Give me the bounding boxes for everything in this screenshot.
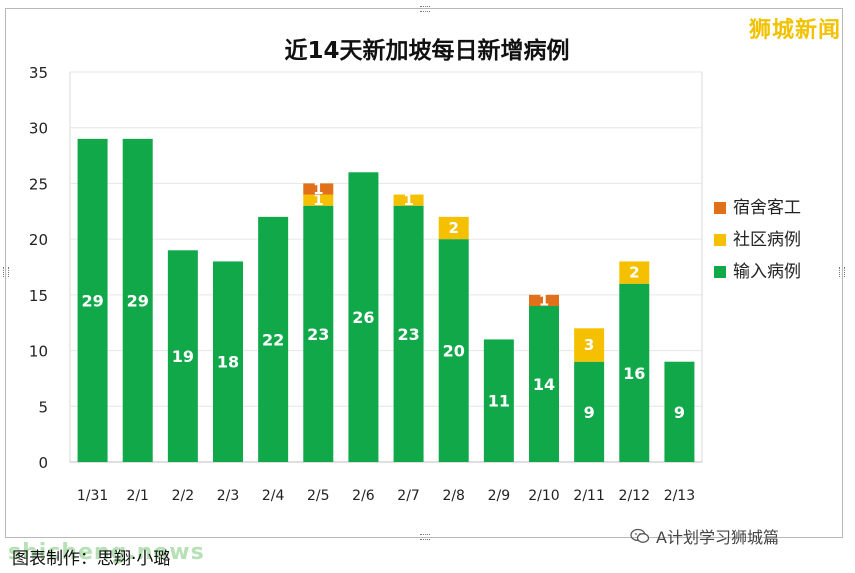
axes: 0 5 10 15 20 25 30 35 1/31 2/1 2/2 2/3 2/4 2/5 2/6 2/7 2…	[29, 64, 702, 504]
y-tick-label: 10	[29, 343, 48, 361]
y-tick-label: 15	[29, 287, 48, 305]
bar-segment	[213, 261, 243, 462]
data-label: 2	[448, 219, 458, 237]
data-label: 1	[313, 191, 323, 209]
data-label: 3	[584, 336, 594, 354]
data-label: 29	[127, 291, 149, 310]
y-tick-label: 20	[29, 231, 48, 249]
data-label: 18	[217, 353, 239, 372]
legend-label: 宿舍客工	[733, 198, 801, 218]
legend-swatch	[714, 202, 726, 214]
wechat-icon	[630, 528, 650, 544]
x-tick-label: 2/4	[262, 488, 285, 504]
site-watermark: shicheng.news	[8, 540, 205, 565]
x-tick-label: 2/2	[172, 488, 195, 504]
bar-segment	[483, 339, 514, 462]
x-tick-label: 2/1	[126, 488, 149, 504]
bar-segment	[393, 205, 424, 462]
y-tick-label: 30	[29, 120, 48, 138]
x-tick-label: 2/3	[217, 488, 240, 504]
x-tick-label: 2/8	[442, 488, 465, 504]
data-label: 9	[674, 403, 685, 422]
x-tick-label: 2/11	[573, 488, 604, 504]
bar-segment	[438, 239, 469, 462]
x-tick-label: 2/10	[528, 488, 559, 504]
data-label: 2	[629, 264, 639, 282]
y-tick-label: 25	[29, 175, 48, 193]
bar-segment	[77, 138, 108, 462]
bar-segment	[393, 194, 424, 206]
data-label: 1	[403, 191, 413, 209]
brand-watermark: 狮城新闻	[748, 18, 841, 43]
resize-handle-bottom[interactable]	[420, 534, 430, 540]
legend-swatch	[714, 266, 726, 278]
wechat-account-label: A计划学习狮城篇	[656, 528, 779, 547]
x-tick-label: 2/5	[307, 488, 330, 504]
bar-segment	[167, 250, 198, 462]
bar-segment	[619, 261, 650, 284]
data-label: 9	[584, 403, 595, 422]
data-label: 19	[172, 347, 194, 366]
resize-handle-left[interactable]	[3, 267, 9, 277]
x-tick-label: 2/6	[352, 488, 375, 504]
data-label: 1	[313, 180, 323, 198]
bar-segment	[574, 328, 605, 362]
bar-segment	[303, 194, 334, 206]
bar-segment	[122, 138, 153, 462]
resize-handle-top[interactable]	[420, 6, 430, 12]
bar-segment	[303, 183, 334, 195]
bar-segment	[258, 216, 289, 462]
legend-label: 社区病例	[733, 230, 801, 250]
x-tick-label: 1/31	[77, 488, 108, 504]
data-label: 1	[539, 291, 549, 309]
chart-title: 近14天新加坡每日新增病例	[284, 37, 569, 64]
bar-segment	[619, 283, 650, 462]
x-tick-label: 2/12	[619, 488, 650, 504]
bar-segment	[348, 172, 379, 463]
plot-area	[69, 71, 703, 463]
bar-segment	[303, 205, 334, 462]
data-label: 14	[533, 375, 555, 394]
x-tick-label: 2/7	[397, 488, 420, 504]
data-label: 23	[307, 325, 329, 344]
gridlines	[69, 71, 703, 463]
legend-swatch	[714, 234, 726, 246]
bar-segment	[574, 361, 605, 462]
bar-segment	[664, 361, 695, 462]
y-tick-label: 5	[38, 398, 48, 416]
data-label: 26	[352, 308, 374, 327]
data-label: 22	[262, 330, 284, 349]
y-tick-label: 0	[38, 454, 48, 472]
legend-label: 输入病例	[733, 262, 801, 282]
y-tick-label: 35	[29, 64, 48, 82]
data-label: 23	[397, 325, 419, 344]
resize-handle-right[interactable]	[839, 267, 845, 277]
x-tick-label: 2/9	[488, 488, 511, 504]
bar-segment	[529, 306, 559, 462]
data-label: 16	[623, 364, 645, 383]
data-label: 20	[443, 342, 465, 361]
bar-segment	[438, 216, 469, 240]
chart-credit: 图表制作：思翔·小璐	[12, 549, 171, 569]
wechat-account-tag[interactable]: A计划学习狮城篇	[630, 524, 779, 548]
data-label: 29	[81, 291, 103, 310]
x-tick-label: 2/13	[664, 488, 695, 504]
bar-segment	[529, 294, 559, 306]
data-label: 11	[488, 392, 510, 411]
